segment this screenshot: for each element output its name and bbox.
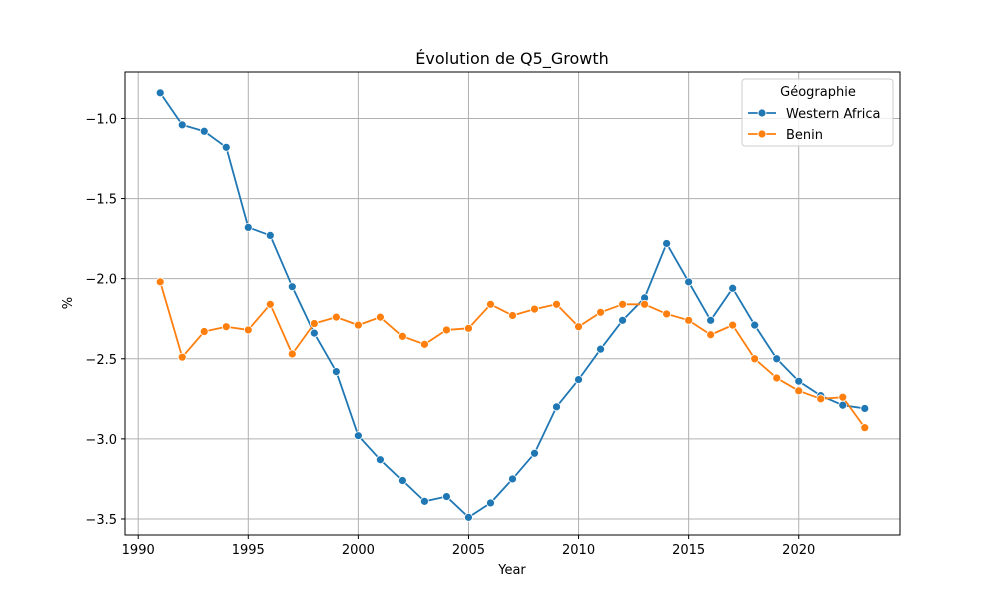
data-point-western-africa <box>618 315 627 325</box>
legend-label: Western Africa <box>786 107 881 122</box>
x-tick-label: 2015 <box>672 543 705 558</box>
legend-title: Géographie <box>780 85 856 100</box>
data-point-western-africa <box>398 476 407 485</box>
data-point-western-africa <box>265 231 275 240</box>
legend-marker <box>757 129 767 139</box>
data-point-benin <box>816 394 826 404</box>
legend: Géographie Western Africa Benin <box>741 78 894 147</box>
data-point-western-africa <box>309 328 319 338</box>
y-tick-label: −3.0 <box>85 433 117 448</box>
y-tick-label: −2.0 <box>85 273 117 288</box>
legend-box <box>741 78 894 147</box>
plot-frame <box>124 71 901 536</box>
y-tick-label: −1.0 <box>85 112 117 127</box>
data-point-benin <box>618 299 627 309</box>
data-point-benin <box>177 352 187 362</box>
data-point-benin <box>728 320 738 330</box>
data-point-western-africa <box>684 277 694 287</box>
data-point-benin <box>552 299 561 309</box>
data-point-benin <box>199 327 209 336</box>
data-point-benin <box>596 307 605 317</box>
data-point-benin <box>464 323 473 333</box>
series-western-africa <box>155 88 870 522</box>
data-point-western-africa <box>199 126 209 136</box>
data-point-western-africa <box>287 282 297 292</box>
data-point-benin <box>420 339 429 349</box>
x-tick-label: 1995 <box>232 543 265 558</box>
data-point-benin <box>265 299 275 309</box>
data-point-benin <box>640 299 650 309</box>
data-point-benin <box>706 330 716 340</box>
data-point-western-africa <box>243 223 253 232</box>
grid-lines <box>125 72 900 535</box>
data-point-benin <box>353 320 363 330</box>
data-point-benin <box>287 349 297 359</box>
data-point-western-africa <box>486 498 495 508</box>
data-point-western-africa <box>464 512 473 522</box>
y-axis-title: % <box>61 297 76 309</box>
x-axis-title: Year <box>497 563 526 578</box>
data-point-benin <box>375 312 385 322</box>
y-tick-label: −3.5 <box>85 513 117 528</box>
data-point-western-africa <box>750 320 760 330</box>
data-point-western-africa <box>596 344 605 354</box>
data-point-benin <box>508 311 517 320</box>
data-point-western-africa <box>420 496 429 506</box>
data-point-western-africa <box>530 448 539 458</box>
legend-entry-benin: Benin <box>748 128 823 143</box>
data-point-benin <box>243 325 253 335</box>
data-point-benin <box>486 299 495 309</box>
data-point-benin <box>398 331 407 341</box>
data-point-western-africa <box>331 367 341 376</box>
data-point-benin <box>838 392 848 402</box>
data-point-benin <box>772 373 782 383</box>
legend-label: Benin <box>786 128 823 143</box>
data-point-benin <box>221 322 231 332</box>
data-point-western-africa <box>155 88 165 98</box>
y-tick-label: −1.5 <box>85 193 117 208</box>
data-point-benin <box>860 423 870 433</box>
data-point-western-africa <box>442 492 451 501</box>
legend-entry-western-africa: Western Africa <box>748 107 881 122</box>
data-point-benin <box>331 312 341 322</box>
data-point-western-africa <box>508 474 517 484</box>
data-point-benin <box>794 386 804 396</box>
data-point-benin <box>750 354 760 364</box>
data-point-western-africa <box>772 354 782 364</box>
data-point-western-africa <box>221 142 231 152</box>
data-point-western-africa <box>574 375 583 384</box>
series-benin <box>155 277 870 433</box>
data-point-western-africa <box>706 315 716 325</box>
axis-ticks: 1990 1995 2000 2005 2010 2015 2020 −1.0 −1.5 −2.0… <box>85 112 815 558</box>
data-point-benin <box>309 319 319 328</box>
x-tick-label: 2000 <box>342 543 375 558</box>
data-point-western-africa <box>662 239 672 248</box>
series-layer <box>155 88 870 522</box>
data-point-benin <box>574 322 583 332</box>
data-point-western-africa <box>375 455 385 465</box>
data-point-western-africa <box>353 431 363 441</box>
data-point-western-africa <box>552 402 561 412</box>
data-point-benin <box>662 309 672 319</box>
y-tick-label: −2.5 <box>85 353 117 368</box>
data-point-benin <box>684 315 694 325</box>
data-point-benin <box>442 325 451 335</box>
chart-title: Évolution de Q5_Growth <box>415 49 608 69</box>
data-point-western-africa <box>177 120 187 130</box>
data-point-western-africa <box>728 283 738 293</box>
x-tick-label: 2010 <box>562 543 595 558</box>
x-tick-label: 1990 <box>122 543 155 558</box>
legend-marker <box>757 108 767 118</box>
x-tick-label: 2005 <box>452 543 485 558</box>
data-point-western-africa <box>860 404 870 413</box>
x-tick-label: 2020 <box>782 543 815 558</box>
legend-entries: Western Africa Benin <box>748 107 881 143</box>
data-point-benin <box>155 277 165 287</box>
data-point-western-africa <box>794 376 804 386</box>
data-point-benin <box>530 304 539 314</box>
